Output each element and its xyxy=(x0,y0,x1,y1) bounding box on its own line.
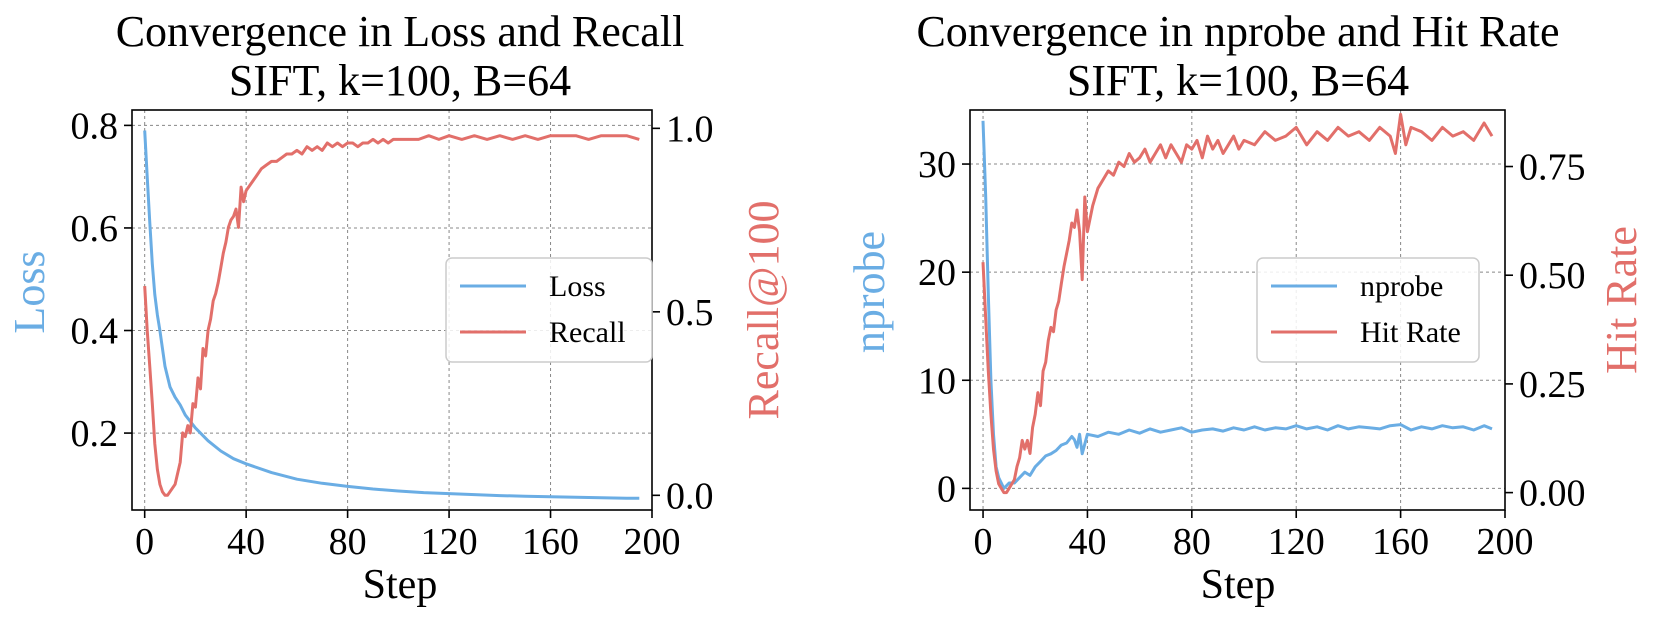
x-tick-label: 40 xyxy=(227,521,265,563)
x-tick-label: 200 xyxy=(1477,521,1534,563)
y-tick-label-left: 20 xyxy=(918,252,956,294)
x-tick-label: 200 xyxy=(624,521,681,563)
legend: nprobe Hit Rate xyxy=(1256,257,1480,363)
y-tick-label-right: 0.25 xyxy=(1519,364,1586,406)
y-tick-label-right: 0.5 xyxy=(666,292,714,334)
y-tick-label-left: 0.8 xyxy=(71,105,119,147)
y-tick-label-right: 0.75 xyxy=(1519,147,1586,189)
x-tick-label: 0 xyxy=(135,521,154,563)
x-tick-label: 120 xyxy=(1268,521,1325,563)
legend-label: Loss xyxy=(549,270,606,303)
y-axis-label-left: Loss xyxy=(5,250,54,333)
series-line-loss xyxy=(143,130,640,500)
x-axis-label: Step xyxy=(1201,562,1276,608)
series-line-hit-rate xyxy=(981,112,1494,495)
y-tick-label-left: 0.4 xyxy=(71,311,119,353)
legend-label: Hit Rate xyxy=(1360,316,1461,349)
series-line-nprobe xyxy=(981,120,1493,490)
chart-nprobe-hitrate: Convergence in nprobe and Hit Rate SIFT,… xyxy=(845,7,1646,608)
x-tick-label: 80 xyxy=(329,521,367,563)
x-axis-label: Step xyxy=(363,562,438,608)
y-tick-label-left: 30 xyxy=(918,144,956,186)
legend: Loss Recall xyxy=(445,257,653,363)
y-tick-label-right: 0.00 xyxy=(1519,473,1586,515)
chart-loss-recall: Convergence in Loss and Recall SIFT, k=1… xyxy=(5,7,788,608)
y-tick-label-right: 1.0 xyxy=(666,108,714,150)
x-tick-label: 0 xyxy=(974,521,993,563)
legend-label: Recall xyxy=(549,316,626,349)
chart-title-line1: Convergence in nprobe and Hit Rate xyxy=(916,7,1559,56)
y-tick-label-right: 0.50 xyxy=(1519,255,1586,297)
x-tick-label: 120 xyxy=(421,521,478,563)
chart-title-line2: SIFT, k=100, B=64 xyxy=(1067,56,1409,105)
x-tick-label: 80 xyxy=(1173,521,1211,563)
y-axis-label-left: nprobe xyxy=(845,231,894,353)
chart-title-line1: Convergence in Loss and Recall xyxy=(116,7,685,56)
chart-title-line2: SIFT, k=100, B=64 xyxy=(229,56,571,105)
x-tick-label: 40 xyxy=(1068,521,1106,563)
series-line-recall xyxy=(143,134,640,497)
legend-label: nprobe xyxy=(1360,270,1443,303)
legend-box xyxy=(445,257,653,363)
y-tick-label-left: 0.6 xyxy=(71,208,119,250)
y-axis-label-right: Hit Rate xyxy=(1597,226,1646,374)
x-tick-label: 160 xyxy=(522,521,579,563)
y-tick-label-right: 0.0 xyxy=(666,475,714,517)
y-axis-label-right: Recall@100 xyxy=(739,201,788,420)
y-tick-label-left: 0.2 xyxy=(71,413,119,455)
y-tick-label-left: 0 xyxy=(937,468,956,510)
legend-box xyxy=(1256,257,1480,363)
plot-frame xyxy=(969,109,1506,511)
y-tick-label-left: 10 xyxy=(918,360,956,402)
x-tick-label: 160 xyxy=(1372,521,1429,563)
